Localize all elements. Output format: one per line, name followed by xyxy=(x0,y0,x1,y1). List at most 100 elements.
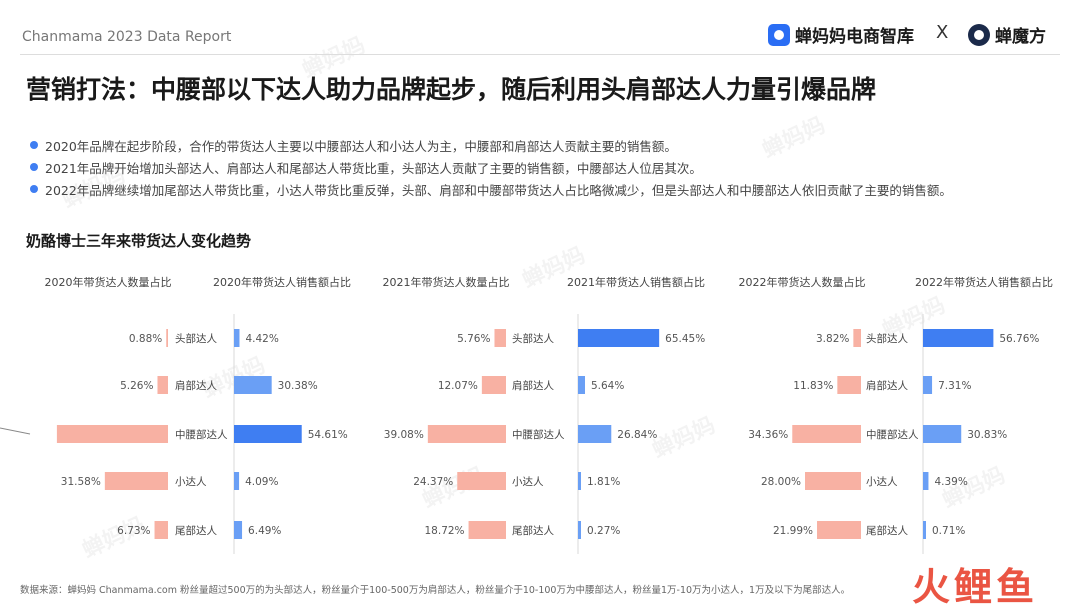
sales-bar xyxy=(578,425,612,443)
category-label: 肩部达人 xyxy=(866,379,908,392)
category-label: 中腰部达人 xyxy=(175,428,228,441)
count-label: 28.00% xyxy=(761,476,801,488)
category-label: 尾部达人 xyxy=(175,524,217,537)
category-label: 小达人 xyxy=(512,476,544,488)
bullet-dot-icon xyxy=(30,185,38,193)
sales-bar xyxy=(234,472,240,490)
sales-label: 30.38% xyxy=(278,380,318,392)
count-bar xyxy=(56,425,168,443)
sales-label: 65.45% xyxy=(665,333,705,345)
bullet-text: 2020年品牌在起步阶段，合作的带货达人主要以中腰部达人和小达人为主，中腰部和肩… xyxy=(45,138,677,154)
chanmama-brand-text: 蝉妈妈电商智库 xyxy=(795,27,914,47)
series-title: 2021年带货达人数量占比 xyxy=(383,275,510,289)
bullet-dot-icon xyxy=(30,163,38,171)
count-label: 5.26% xyxy=(120,380,153,392)
series-title: 2020年带货达人数量占比 xyxy=(45,275,172,289)
category-label: 中腰部达人 xyxy=(512,428,565,441)
page-title: 营销打法：中腰部以下达人助力品牌起步，随后利用头肩部达人力量引爆品牌 xyxy=(26,75,877,104)
count-label: 39.08% xyxy=(384,429,424,441)
sales-label: 4.09% xyxy=(245,476,278,488)
count-bar xyxy=(104,472,168,490)
bullet-item: 2021年品牌开始增加头部达人、肩部达人和尾部达人带货比重，头部达人贡献了主要的… xyxy=(30,156,1060,178)
sales-bar xyxy=(578,472,581,490)
count-bar xyxy=(805,472,861,490)
sales-label: 0.71% xyxy=(932,525,965,537)
sales-bar xyxy=(923,425,962,443)
sales-bar xyxy=(923,329,994,347)
sales-bar xyxy=(578,376,585,394)
header-divider xyxy=(20,54,1060,55)
count-label: 31.58% xyxy=(61,476,101,488)
sales-bar xyxy=(923,376,933,394)
series-title: 2022年带货达人数量占比 xyxy=(739,275,866,289)
sales-bar xyxy=(234,425,302,443)
sales-bar xyxy=(234,376,272,394)
count-bar xyxy=(853,329,861,347)
category-label: 中腰部达人 xyxy=(866,428,919,441)
sales-bar xyxy=(923,521,926,539)
bullet-item: 2020年品牌在起步阶段，合作的带货达人主要以中腰部达人和小达人为主，中腰部和肩… xyxy=(30,134,1060,156)
count-bar xyxy=(837,376,861,394)
count-bar xyxy=(494,329,506,347)
category-label: 肩部达人 xyxy=(512,379,554,392)
sales-bar xyxy=(923,472,929,490)
count-bar xyxy=(157,376,168,394)
count-label: 6.73% xyxy=(117,525,150,537)
count-bar xyxy=(481,376,506,394)
leader-line xyxy=(0,427,31,435)
series-title: 2022年带货达人销售额占比 xyxy=(915,275,1053,289)
section-title: 奶酪博士三年来带货达人变化趋势 xyxy=(26,232,252,250)
footer-logo: 火鲤鱼 xyxy=(912,565,1039,609)
chanmofang-brand: 蝉魔方 xyxy=(968,22,1046,47)
count-label: 5.76% xyxy=(457,333,490,345)
count-bar xyxy=(427,425,506,443)
bullet-list: 2020年品牌在起步阶段，合作的带货达人主要以中腰部达人和小达人为主，中腰部和肩… xyxy=(30,134,1060,200)
count-bar xyxy=(154,521,168,539)
bullet-dot-icon xyxy=(30,141,38,149)
count-bar xyxy=(817,521,861,539)
sales-bar xyxy=(234,329,240,347)
sales-label: 5.64% xyxy=(591,380,624,392)
count-label: 21.99% xyxy=(773,525,813,537)
category-label: 小达人 xyxy=(175,476,207,488)
bullet-text: 2022年品牌继续增加尾部达人带货比重，小达人带货比重反弹，头部、肩部和中腰部带… xyxy=(45,182,952,198)
sales-label: 26.84% xyxy=(617,429,657,441)
category-label: 小达人 xyxy=(866,476,898,488)
report-label: Chanmama 2023 Data Report xyxy=(22,29,232,45)
sales-label: 4.39% xyxy=(934,476,967,488)
count-label: 0.88% xyxy=(129,333,162,345)
sales-label: 0.27% xyxy=(587,525,620,537)
sales-bar xyxy=(234,521,243,539)
chanmofang-brand-text: 蝉魔方 xyxy=(995,27,1046,47)
influencer-charts: 2020年带货达人数量占比 2020年带货达人销售额占比 0.88% 头部达人 4.42… xyxy=(0,275,1053,554)
series-title: 2021年带货达人销售额占比 xyxy=(567,275,705,289)
count-bar xyxy=(166,329,168,347)
sales-bar xyxy=(578,329,660,347)
count-label: 18.72% xyxy=(425,525,465,537)
count-bar xyxy=(468,521,506,539)
sales-bar xyxy=(578,521,581,539)
sales-label: 6.49% xyxy=(248,525,281,537)
chanmama-brand: 蝉妈妈电商智库 xyxy=(768,22,914,47)
category-label: 肩部达人 xyxy=(175,379,217,392)
sales-label: 1.81% xyxy=(587,476,620,488)
category-label: 头部达人 xyxy=(512,332,554,345)
count-bar xyxy=(792,425,861,443)
source-note: 数据来源：蝉妈妈 Chanmama.com 粉丝量超过500万的为头部达人，粉丝… xyxy=(20,585,851,596)
count-label: 11.83% xyxy=(793,380,833,392)
category-label: 头部达人 xyxy=(175,332,217,345)
count-label: 34.36% xyxy=(748,429,788,441)
chanmofang-logo-icon xyxy=(968,23,990,46)
count-label: 24.37% xyxy=(413,476,453,488)
count-label: 3.82% xyxy=(816,333,849,345)
series-title: 2020年带货达人销售额占比 xyxy=(213,275,351,289)
sales-label: 54.61% xyxy=(308,429,348,441)
bullet-item: 2022年品牌继续增加尾部达人带货比重，小达人带货比重反弹，头部、肩部和中腰部带… xyxy=(30,178,1060,200)
category-label: 头部达人 xyxy=(866,332,908,345)
chanmama-logo-icon xyxy=(768,23,790,46)
bullet-text: 2021年品牌开始增加头部达人、肩部达人和尾部达人带货比重，头部达人贡献了主要的… xyxy=(45,160,702,176)
sales-label: 4.42% xyxy=(245,333,278,345)
brand-separator: X xyxy=(936,22,949,43)
category-label: 尾部达人 xyxy=(512,524,554,537)
category-label: 尾部达人 xyxy=(866,524,908,537)
